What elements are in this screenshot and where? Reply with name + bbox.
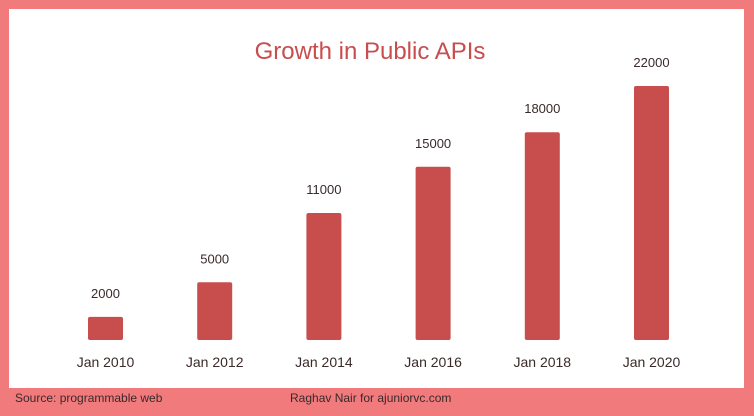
x-tick-label: Jan 2018 (513, 354, 571, 370)
x-tick-label: Jan 2014 (295, 354, 353, 370)
x-tick-label: Jan 2020 (623, 354, 681, 370)
bar-chart: Growth in Public APIs 2000 5000 11000 15000… (77, 38, 681, 370)
x-tick-label: Jan 2016 (404, 354, 462, 370)
bar-jan-2018 (524, 132, 560, 340)
data-label: 5000 (200, 251, 229, 266)
data-label: 22000 (633, 55, 669, 70)
bar-jan-2020 (634, 86, 669, 340)
bar-jan-2010 (88, 316, 123, 340)
bar-jan-2016 (415, 166, 451, 340)
source-note: Source: programmable web (15, 391, 163, 405)
data-label: 18000 (524, 101, 560, 116)
author-credit: Raghav Nair for ajuniorvc.com (290, 391, 452, 405)
data-label: 15000 (415, 136, 451, 151)
bars-group (88, 86, 669, 340)
bar-jan-2014 (306, 213, 342, 340)
data-label: 2000 (91, 286, 120, 301)
x-tick-label: Jan 2010 (77, 354, 135, 370)
data-label: 11000 (306, 182, 341, 197)
bar-jan-2012 (197, 282, 233, 340)
x-tick-label: Jan 2012 (186, 354, 244, 370)
chart-title: Growth in Public APIs (255, 38, 486, 65)
x-axis-tick-labels: Jan 2010 Jan 2012 Jan 2014 Jan 2016 Jan 2018… (77, 354, 681, 370)
value-labels-group: 2000 5000 11000 15000 18000 22000 (91, 55, 670, 301)
chart-panel: Growth in Public APIs 2000 5000 11000 15000… (9, 9, 744, 388)
